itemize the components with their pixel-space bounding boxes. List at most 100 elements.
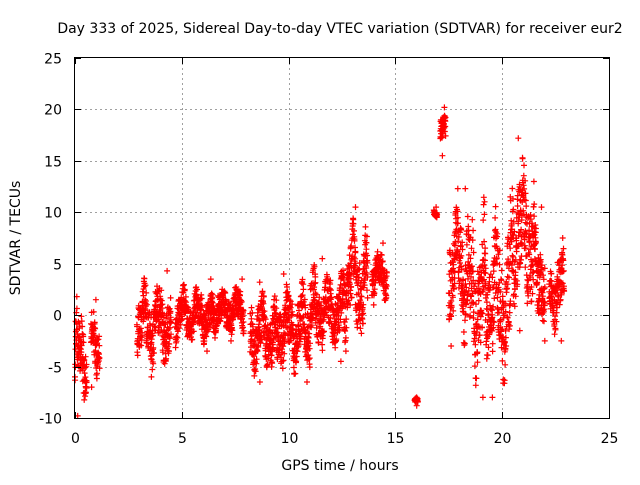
data-point: [273, 310, 279, 317]
data-point: [217, 318, 224, 325]
data-point: [166, 335, 173, 342]
data-point: [134, 352, 141, 359]
x-tick-label: 0: [71, 431, 80, 447]
data-point: [95, 336, 102, 343]
y-axis-label: SDTVAR / TECUs: [8, 181, 24, 296]
data-point: [343, 324, 350, 331]
data-point: [270, 344, 277, 351]
data-point: [497, 316, 504, 323]
data-point: [514, 192, 521, 199]
data-point: [352, 204, 359, 211]
data-point: [481, 238, 488, 245]
data-point: [551, 331, 558, 338]
data-point: [176, 325, 183, 332]
data-point: [137, 325, 144, 332]
data-point: [81, 396, 88, 403]
data-point: [470, 309, 477, 316]
data-point: [139, 332, 146, 339]
data-point: [218, 310, 225, 317]
data-point: [541, 284, 548, 291]
data-point: [541, 318, 547, 325]
data-point: [522, 177, 529, 184]
data-point: [480, 201, 487, 208]
data-point: [451, 286, 457, 292]
data-point: [147, 322, 154, 329]
data-point: [379, 266, 386, 273]
data-point: [168, 319, 175, 326]
data-point: [504, 281, 511, 288]
data-point: [502, 308, 509, 315]
data-point: [459, 239, 466, 246]
data-point: [286, 297, 293, 304]
data-point: [462, 185, 469, 192]
data-point: [464, 297, 471, 303]
data-point: [280, 357, 287, 364]
data-point: [149, 332, 156, 339]
data-point: [474, 349, 481, 356]
y-tick-label: 5: [53, 258, 62, 274]
data-point: [364, 287, 370, 294]
data-point: [379, 258, 386, 265]
data-point: [471, 363, 478, 370]
data-point: [139, 288, 146, 295]
y-axis-ticks: -10 -5 0 5 10 15 20 25: [39, 52, 609, 428]
data-point: [478, 310, 485, 316]
data-point: [513, 248, 520, 255]
data-point: [212, 334, 218, 341]
data-point: [522, 264, 529, 271]
y-tick-label: 0: [53, 309, 62, 325]
data-point: [468, 273, 474, 280]
data-point: [529, 262, 536, 269]
data-point: [454, 208, 461, 215]
data-point: [362, 277, 368, 284]
data-point: [148, 373, 155, 380]
data-point: [229, 327, 236, 334]
data-point: [354, 321, 361, 327]
data-point: [495, 251, 502, 258]
data-point: [504, 285, 510, 292]
data-point: [76, 334, 83, 341]
data-point: [465, 258, 472, 265]
data-point: [479, 394, 486, 401]
data-point: [347, 260, 354, 267]
data-point: [301, 321, 308, 328]
x-axis-label: GPS time / hours: [281, 458, 398, 474]
data-point: [150, 344, 157, 351]
x-tick-label: 15: [387, 431, 405, 447]
x-tick-label: 25: [601, 431, 619, 447]
x-tick-label: 20: [494, 431, 512, 447]
data-point: [228, 331, 235, 338]
data-point: [538, 266, 545, 273]
data-point: [533, 239, 539, 246]
data-point: [502, 334, 509, 341]
data-point: [79, 323, 86, 330]
data-point: [160, 314, 167, 321]
data-point: [503, 343, 510, 349]
data-point: [467, 304, 474, 311]
data-point: [467, 255, 474, 262]
data-point: [240, 319, 247, 325]
data-point: [463, 284, 470, 291]
data-point: [289, 308, 296, 315]
data-point: [530, 178, 537, 185]
data-point: [514, 203, 521, 209]
data-point: [336, 324, 343, 331]
data-point: [284, 288, 291, 295]
data-point: [347, 290, 354, 297]
data-point: [518, 226, 525, 233]
y-tick-label: -5: [48, 361, 62, 377]
data-point: [351, 237, 358, 244]
data-point: [274, 356, 281, 363]
data-point: [285, 292, 292, 299]
data-point: [501, 377, 508, 384]
data-point: [454, 185, 461, 192]
data-point: [455, 234, 462, 240]
data-point: [552, 313, 559, 320]
data-point: [93, 375, 100, 382]
y-tick-label: 10: [44, 206, 62, 222]
x-axis-ticks: 0 5 10 15 20 25: [71, 58, 618, 447]
data-point: [81, 370, 88, 377]
data-point: [360, 301, 367, 308]
data-point: [522, 228, 529, 235]
data-point: [470, 249, 477, 256]
